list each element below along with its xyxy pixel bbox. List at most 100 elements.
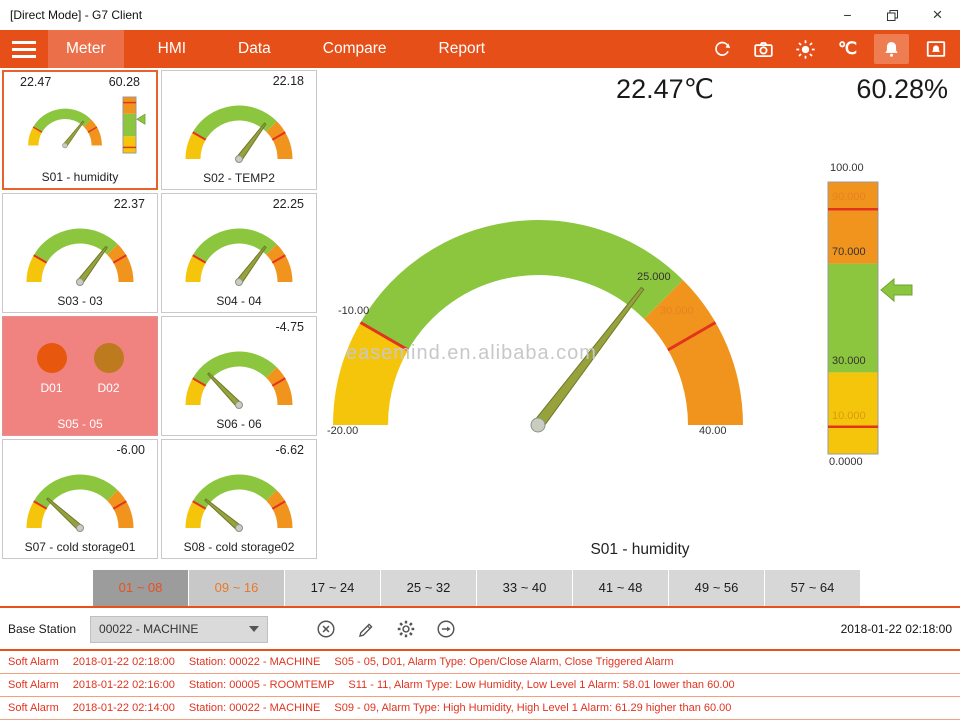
camera-icon (754, 41, 773, 57)
celsius-toggle[interactable]: ℃ (832, 34, 863, 64)
alarm-row[interactable]: Soft Alarm 2018-01-22 02:16:00 Station: … (0, 674, 960, 697)
mini-gauge (28, 108, 102, 148)
sensor-card-s05-alarm[interactable]: D01 D02 S05 - 05 (2, 316, 158, 436)
menu-button[interactable] (0, 30, 48, 68)
sensor-card-s02[interactable]: 22.18 S02 - TEMP2 (161, 70, 317, 190)
sensor-value: -6.00 (116, 443, 146, 457)
mini-gauge (185, 228, 293, 286)
channel-label: D01 (40, 381, 63, 395)
humidity-reading: 60.28% (856, 74, 948, 104)
tab-hmi[interactable]: HMI (157, 40, 187, 57)
temperature-reading: 22.47℃ (616, 74, 714, 104)
sensor-sidebar: 22.47 60.28 S01 - humidity 22.18 S02 - T… (2, 70, 317, 559)
sensor-value: 22.47 (20, 75, 52, 89)
alarm-row[interactable]: Soft Alarm 2018-01-22 02:18:00 Station: … (0, 651, 960, 674)
alarm-detail: S09 - 09, Alarm Type: High Humidity, Hig… (334, 702, 732, 714)
bar-30-label: 30.000 (832, 355, 866, 367)
pencil-icon (358, 622, 373, 637)
circle-x-icon (317, 620, 335, 638)
restore-button[interactable] (870, 0, 915, 30)
range-tab-17-24[interactable]: 17 ~ 24 (285, 570, 380, 606)
window-controls: − × (825, 0, 960, 30)
title-bar: [Direct Mode] - G7 Client (0, 0, 960, 30)
station-actions (314, 617, 458, 641)
tab-data[interactable]: Data (238, 40, 271, 57)
range-tabs: 01 ~ 08 09 ~ 16 17 ~ 24 25 ~ 32 33 ~ 40 … (93, 570, 861, 606)
range-tab-01-08[interactable]: 01 ~ 08 (93, 570, 188, 606)
snapshot-button[interactable] (748, 34, 779, 64)
mute-alarm-button[interactable] (314, 617, 338, 641)
digital-channels: D01 D02 (3, 317, 157, 395)
alarm-time: 2018-01-22 02:16:00 (72, 679, 175, 691)
sensor-card-s08[interactable]: -6.62 S08 - cold storage02 (161, 439, 317, 559)
nav-tabs: Meter HMI Data Compare Report (48, 30, 519, 68)
go-button[interactable] (434, 617, 458, 641)
bar-0-label: 0.0000 (829, 456, 863, 468)
tab-compare[interactable]: Compare (322, 40, 387, 57)
bar-100-label: 100.00 (830, 162, 864, 174)
alarm-image-toggle[interactable] (920, 34, 951, 64)
alarm-type: Soft Alarm (8, 679, 59, 691)
range-tab-41-48[interactable]: 41 ~ 48 (573, 570, 668, 606)
refresh-button[interactable] (706, 34, 737, 64)
alarm-station: Station: 00022 - MACHINE (188, 702, 321, 714)
minimize-button[interactable]: − (843, 7, 852, 23)
tab-meter[interactable]: Meter (48, 30, 124, 68)
restore-icon (887, 9, 898, 21)
alarm-detail: S05 - 05, D01, Alarm Type: Open/Close Al… (334, 656, 674, 668)
mini-gauge (26, 228, 134, 286)
channel-d01-indicator (36, 343, 67, 373)
sensor-value: 22.25 (272, 197, 304, 211)
alarm-image-icon (926, 41, 945, 57)
range-tab-25-32[interactable]: 25 ~ 32 (381, 570, 476, 606)
main-bar-meter (827, 181, 913, 455)
gauge-hihi-label: 30.000 (660, 305, 694, 317)
sensor-card-s06[interactable]: -4.75 S06 - 06 (161, 316, 317, 436)
settings-button[interactable] (394, 617, 418, 641)
main-navbar: Meter HMI Data Compare Report (0, 30, 960, 68)
sensor-card-s03[interactable]: 22.37 S03 - 03 (2, 193, 158, 313)
alarm-station: Station: 00005 - ROOMTEMP (188, 679, 335, 691)
sensor-label: S03 - 03 (57, 294, 103, 308)
brightness-button[interactable] (790, 34, 821, 64)
channel-label: D02 (97, 381, 120, 395)
mini-bar (122, 96, 146, 154)
celsius-label: ℃ (837, 39, 858, 58)
sensor-card-s04[interactable]: 22.25 S04 - 04 (161, 193, 317, 313)
mini-gauge (26, 474, 134, 532)
main-gauge (333, 220, 743, 433)
sensor-value: 22.18 (272, 74, 304, 88)
tab-report[interactable]: Report (438, 40, 486, 57)
sensor-label: S02 - TEMP2 (203, 171, 275, 185)
chevron-down-icon (249, 626, 260, 632)
close-button[interactable]: × (932, 5, 943, 24)
station-select[interactable]: 00022 - MACHINE (90, 615, 269, 643)
watermark-text: easemind.en.alibaba.com (346, 342, 597, 364)
refresh-icon (714, 41, 730, 56)
range-tab-49-56[interactable]: 49 ~ 56 (669, 570, 764, 606)
range-tab-33-40[interactable]: 33 ~ 40 (477, 570, 572, 606)
alarm-time: 2018-01-22 02:18:00 (72, 656, 175, 668)
sensor-label: S08 - cold storage02 (183, 540, 295, 554)
mini-gauge (185, 351, 293, 409)
gauge-low-label: -10.00 (338, 305, 370, 317)
current-timestamp: 2018-01-22 02:18:00 (840, 622, 952, 636)
sensor-value: 22.37 (113, 197, 145, 211)
station-select-value: 00022 - MACHINE (99, 622, 199, 636)
mini-gauge (185, 474, 293, 532)
sensor-label: S01 - humidity (41, 170, 119, 184)
gauge-max-label: 40.00 (699, 425, 727, 437)
edit-button[interactable] (354, 617, 378, 641)
alarm-type: Soft Alarm (8, 656, 59, 668)
alarm-row[interactable]: Soft Alarm 2018-01-22 02:14:00 Station: … (0, 697, 960, 720)
gauge-high-label: 25.000 (637, 271, 671, 283)
sensor-card-s01[interactable]: 22.47 60.28 S01 - humidity (2, 70, 158, 190)
sensor-card-s07[interactable]: -6.00 S07 - cold storage01 (2, 439, 158, 559)
alarm-bell-toggle[interactable] (874, 34, 909, 64)
sensor-value: -6.62 (275, 443, 305, 457)
range-tab-57-64[interactable]: 57 ~ 64 (765, 570, 860, 606)
range-tab-09-16[interactable]: 09 ~ 16 (189, 570, 284, 606)
gear-icon (397, 620, 415, 638)
bar-90-label: 90.000 (832, 191, 866, 203)
